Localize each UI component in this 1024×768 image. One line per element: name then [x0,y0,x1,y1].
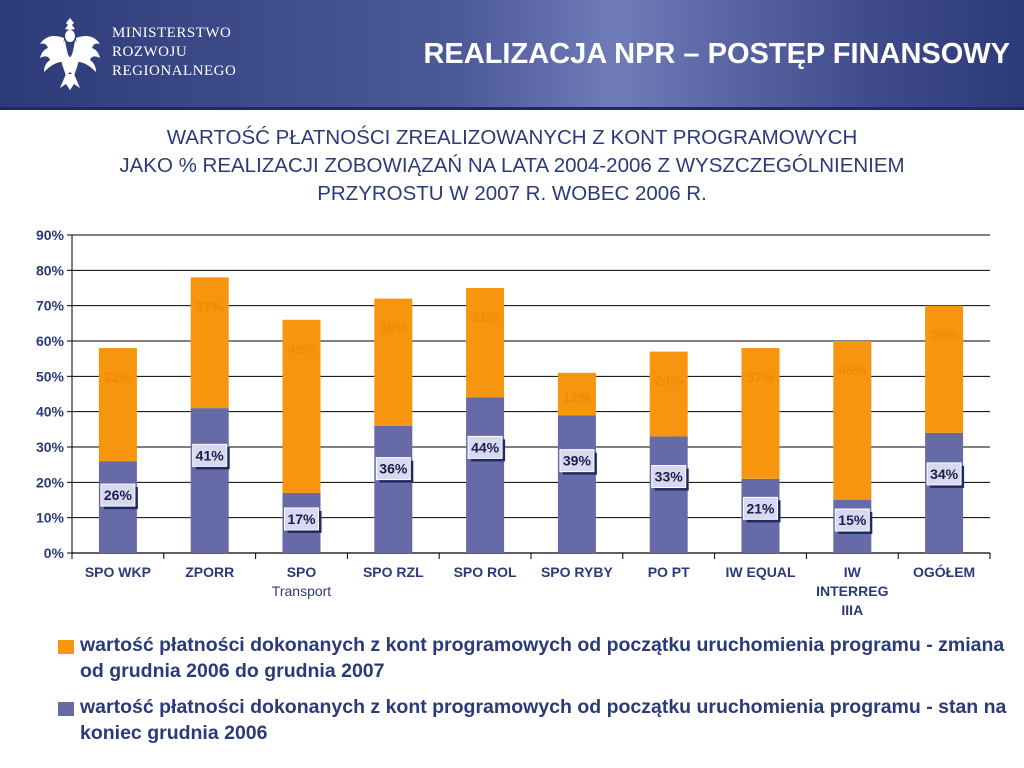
bar-segment-2006 [466,397,505,553]
x-tick-label: SPO RYBY [541,564,613,580]
data-label-purple: 21% [746,500,775,516]
data-label-orange: 36% [379,320,408,336]
x-tick-label: Transport [272,583,332,599]
bar-segment-2006 [190,408,229,553]
data-label-box [559,449,595,473]
bar-segment-2007-change [833,341,872,500]
data-label-orange: 37% [746,369,775,385]
legend-label: wartość płatności dokonanych z kont prog… [80,696,1007,744]
data-label-box [926,462,962,486]
x-tick-label: SPO ROL [454,564,517,580]
ministry-line: ROZWOJU [112,44,188,60]
x-tick-label: SPO WKP [85,564,151,580]
bar-segment-2007-change [190,277,229,409]
page-title: REALIZACJA NPR – POSTĘP FINANSOWY [423,38,1010,70]
legend-item-purple: wartość płatności dokonanych z kont prog… [56,694,1006,746]
data-label-box [375,457,411,481]
data-label-purple: 17% [287,511,316,527]
stacked-bar-chart: 0% 10% 20% 30% 40% 50% 60% 70% 80% 90% 32% 26% SPO W… [36,227,991,618]
data-label-box [100,483,136,507]
bar-segment-2007-change [466,288,505,398]
x-tick-label: INTERREG [816,583,888,599]
y-tick-label: 80% [36,262,65,278]
y-tick-label: 60% [36,333,65,349]
x-tick-label: PO PT [648,564,690,580]
data-label-orange: 32% [104,369,133,385]
data-label-purple: 36% [379,461,408,477]
legend-item-orange: wartość płatności dokonanych z kont prog… [56,632,1006,684]
y-tick-label: 10% [36,510,65,526]
polish-eagle-emblem-icon [40,18,100,90]
y-tick-label: 0% [44,545,65,561]
bar-segment-2007-change [282,319,321,493]
ministry-line: MINISTERSTWO [112,25,232,41]
data-label-box [192,443,228,467]
ministry-line: REGIONALNEGO [112,63,237,79]
data-label-orange: 36% [930,327,959,343]
y-tick-label: 40% [36,404,65,420]
y-tick-label: 70% [36,298,65,314]
bar-segment-2006 [557,415,596,553]
bar-segment-2006 [374,425,413,553]
x-tick-label: SPO [287,564,317,580]
data-label-orange: 45% [838,362,867,378]
data-label-purple: 44% [471,439,500,455]
bar-segment-2007-change [557,372,596,416]
data-label-orange: 49% [287,341,316,357]
legend-label: wartość płatności dokonanych z kont prog… [80,634,1005,682]
bar-segment-2007-change [374,298,413,426]
chart-title-line: PRZYROSTU W 2007 R. WOBEC 2006 R. [317,182,707,205]
x-tick-label: SPO RZL [363,564,424,580]
x-tick-label: ZPORR [185,564,234,580]
bar-segment-2007-change [649,351,688,437]
y-tick-label: 20% [36,474,65,490]
bar-segment-2007-change [741,348,780,479]
chart-legend: wartość płatności dokonanych z kont prog… [56,632,1006,756]
data-label-purple: 33% [655,469,684,485]
data-label-purple: 41% [196,447,225,463]
x-tick-label: IIIA [841,602,863,618]
ministry-name: MINISTERSTWO ROZWOJU REGIONALNEGO [112,24,236,81]
x-tick-label: IW [844,564,862,580]
legend-swatch-orange [58,640,74,654]
data-label-box [284,507,319,531]
data-label-purple: 15% [838,512,867,528]
chart-title-line: JAKO % REALIZACJI ZOBOWIĄZAŃ NA LATA 200… [119,154,905,177]
data-label-orange: 24% [655,373,684,389]
bar-segment-2006 [925,432,964,553]
data-label-box [834,508,870,532]
data-label-orange: 31% [471,309,500,325]
data-label-purple: 39% [563,453,592,469]
data-label-box [651,465,687,489]
data-label-box [743,496,778,520]
x-tick-label: OGÓŁEM [913,563,975,580]
x-tick-label: IW EQUAL [726,564,796,580]
data-label-purple: 34% [930,466,959,482]
bar-segment-2007-change [98,348,137,462]
y-tick-label: 90% [36,227,65,243]
data-label-purple: 26% [104,487,133,503]
data-label-box [467,435,503,459]
legend-swatch-purple [58,702,74,716]
chart-title-line: WARTOŚĆ PŁATNOŚCI ZREALIZOWANYCH Z KONT … [166,126,858,149]
bar-segment-2007-change [925,305,964,433]
y-tick-label: 50% [36,368,65,384]
data-label-orange: 37% [196,298,225,314]
bar-segment-2006 [649,436,688,553]
chart-title: WARTOŚĆ PŁATNOŚCI ZREALIZOWANYCH Z KONT … [0,124,1024,208]
y-tick-label: 30% [36,439,65,455]
data-label-orange: 12% [563,389,592,405]
header-banner: MINISTERSTWO ROZWOJU REGIONALNEGO REALIZ… [0,0,1024,110]
